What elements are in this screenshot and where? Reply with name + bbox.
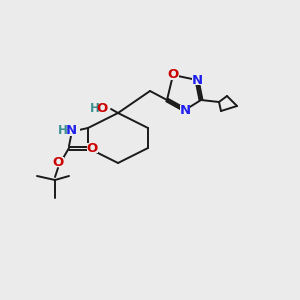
- Text: O: O: [96, 103, 108, 116]
- Text: O: O: [167, 68, 178, 82]
- Text: N: N: [179, 103, 191, 116]
- FancyBboxPatch shape: [52, 157, 64, 167]
- Text: O: O: [86, 142, 98, 154]
- Text: H: H: [90, 103, 100, 116]
- FancyBboxPatch shape: [58, 124, 80, 136]
- FancyBboxPatch shape: [86, 143, 98, 153]
- FancyBboxPatch shape: [90, 103, 110, 115]
- FancyBboxPatch shape: [167, 70, 178, 80]
- Text: H: H: [58, 124, 68, 136]
- FancyBboxPatch shape: [192, 75, 202, 85]
- Text: N: N: [65, 124, 76, 136]
- Text: O: O: [52, 155, 64, 169]
- Text: N: N: [191, 74, 203, 86]
- FancyBboxPatch shape: [180, 105, 190, 115]
